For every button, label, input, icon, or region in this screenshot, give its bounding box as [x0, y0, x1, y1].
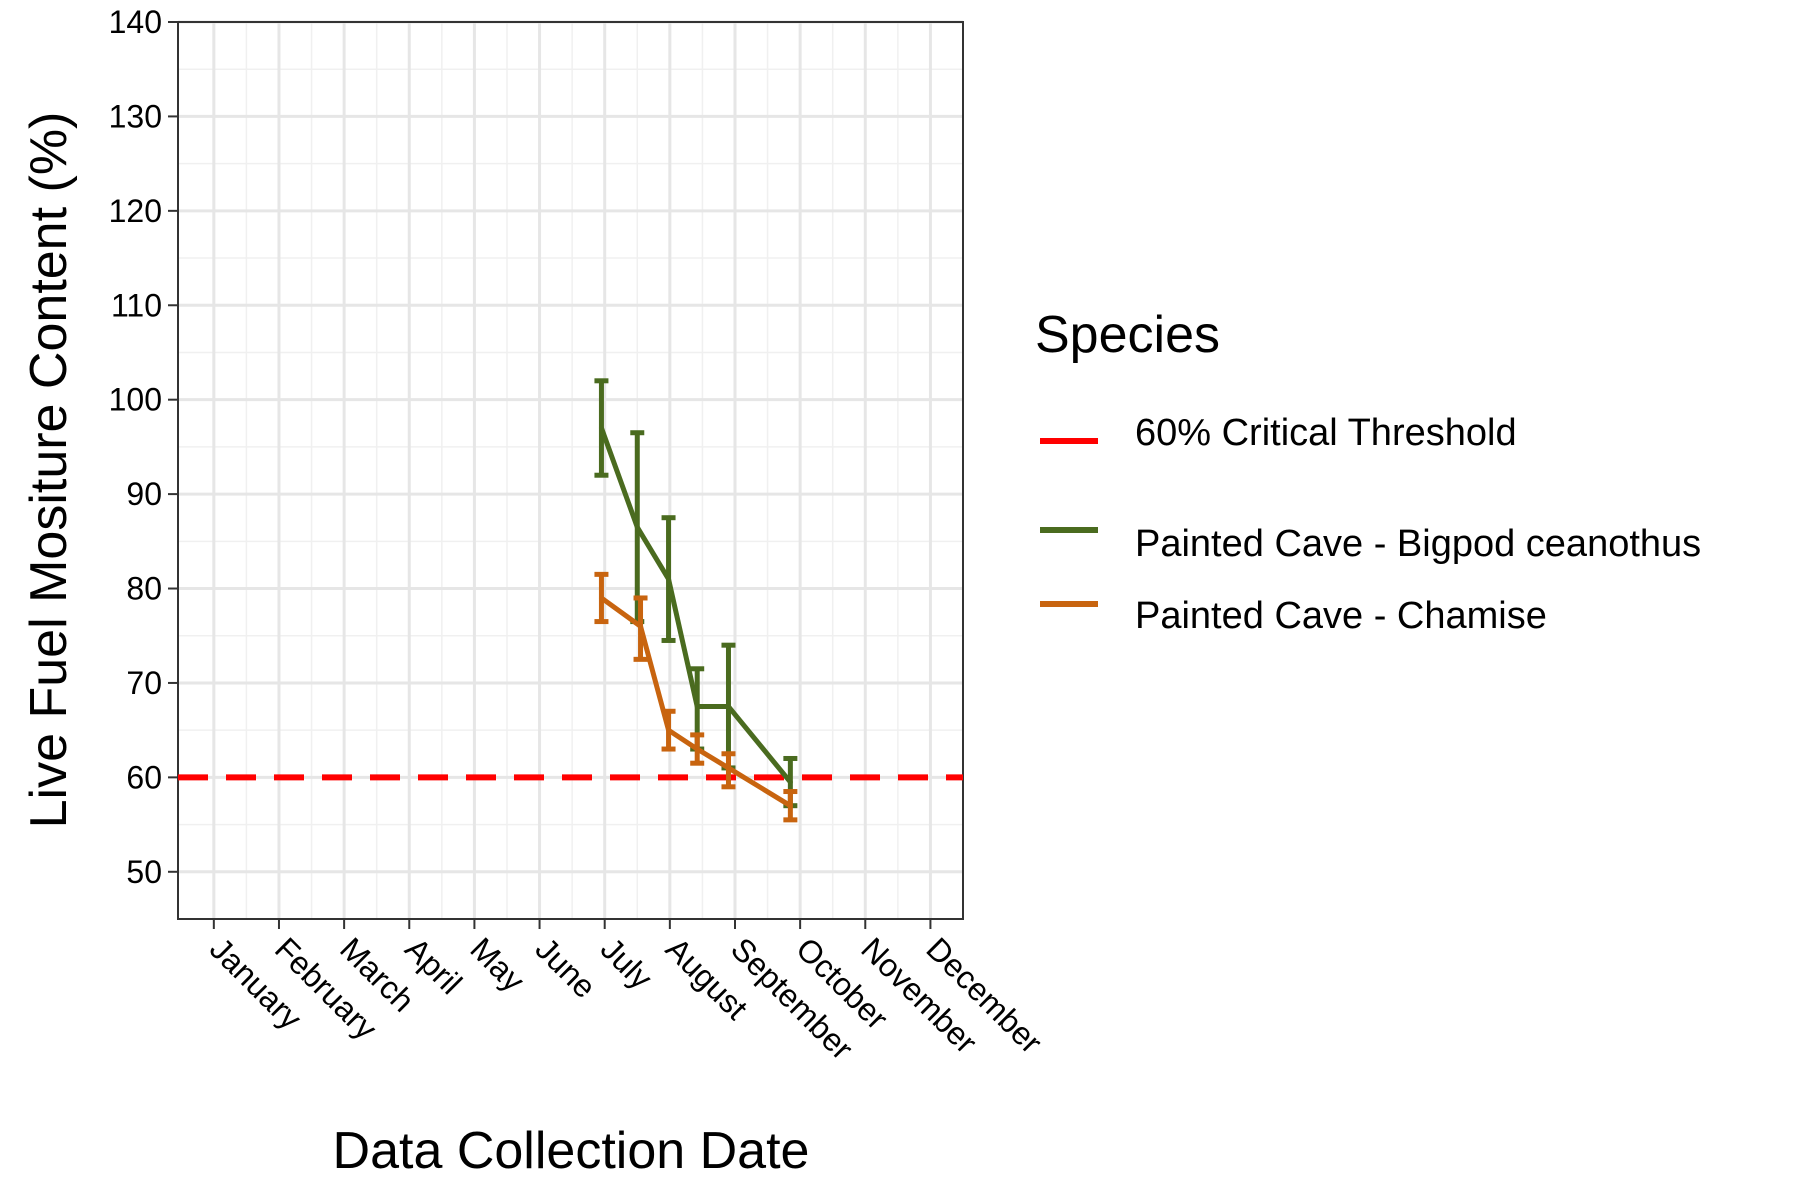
series-2 [594, 571, 798, 823]
legend-label-threshold: 60% Critical Threshold [1135, 412, 1517, 454]
series-layer [594, 378, 798, 823]
legend-label-chamise: Painted Cave - Chamise [1135, 595, 1547, 637]
y-tick-label: 70 [126, 665, 162, 701]
x-tick-label: July [594, 930, 660, 996]
y-tick-label: 130 [109, 98, 162, 134]
y-tick-label: 90 [126, 476, 162, 512]
gridlines [178, 20, 963, 920]
series-1 [594, 378, 798, 809]
y-axis-title: Live Fuel Mositure Content (%) [20, 112, 78, 829]
x-axis-title: Data Collection Date [333, 1122, 810, 1180]
y-tick-label: 140 [109, 4, 162, 40]
y-tick-label: 80 [126, 571, 162, 607]
y-tick-label: 110 [111, 287, 162, 323]
y-tick-label: 120 [109, 193, 162, 229]
x-tick-label: June [529, 930, 604, 1005]
y-tick-label: 50 [126, 854, 162, 890]
plot-panel-border [177, 21, 964, 920]
series-line [598, 425, 793, 785]
legend: Species 60% Critical Threshold Painted C… [1035, 306, 1701, 637]
y-tick-label: 100 [109, 382, 162, 418]
x-tick-label: May [463, 930, 531, 998]
series-line [598, 595, 793, 809]
legend-title: Species [1035, 306, 1220, 364]
y-tick-label: 60 [126, 759, 162, 795]
legend-label-bigpod: Painted Cave - Bigpod ceanothus [1135, 523, 1701, 565]
